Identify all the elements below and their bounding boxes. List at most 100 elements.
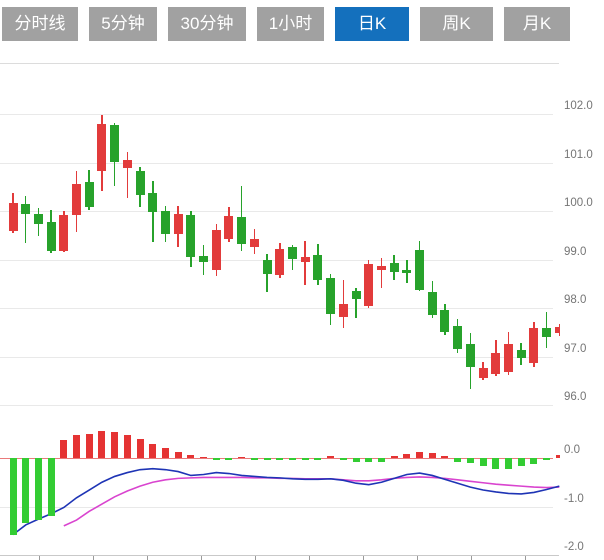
candle-body bbox=[338, 304, 348, 318]
macd-histogram-bar bbox=[263, 458, 271, 460]
macd-histogram-bar bbox=[212, 458, 220, 460]
candle-body bbox=[33, 214, 43, 225]
candle-body bbox=[135, 170, 145, 196]
candle-body bbox=[199, 255, 209, 262]
macd-histogram-bar bbox=[60, 439, 68, 458]
candle-body bbox=[46, 221, 56, 251]
candle-body bbox=[288, 247, 297, 259]
macd-histogram-bar bbox=[441, 455, 449, 458]
candle-body bbox=[186, 214, 196, 258]
candle-wick bbox=[380, 258, 383, 288]
candle-body bbox=[275, 249, 285, 276]
macd-histogram-bar bbox=[479, 458, 487, 467]
tab-1hour[interactable]: 1小时 bbox=[257, 7, 324, 41]
macd-histogram-bar bbox=[22, 458, 30, 523]
macd-histogram-bar bbox=[200, 456, 208, 459]
candle-body bbox=[326, 278, 336, 314]
tab-daily-k[interactable]: 日K bbox=[335, 7, 409, 41]
tab-time-share[interactable]: 分时线 bbox=[2, 7, 78, 41]
candle-body bbox=[224, 215, 234, 240]
candle-body bbox=[72, 183, 82, 215]
macd-histogram-bar bbox=[161, 448, 169, 458]
candle-body bbox=[211, 230, 221, 271]
macd-histogram-bar bbox=[352, 458, 360, 463]
x-tick bbox=[147, 556, 148, 560]
macd-histogram-bar bbox=[504, 458, 512, 470]
macd-histogram-bar bbox=[85, 433, 93, 458]
candle-body bbox=[59, 214, 69, 251]
macd-histogram-bar bbox=[416, 451, 424, 458]
gridline bbox=[0, 308, 553, 309]
y-label-102: 102.0 bbox=[564, 100, 593, 112]
x-tick bbox=[471, 556, 472, 560]
gridline bbox=[0, 405, 553, 406]
candle-body bbox=[84, 181, 94, 208]
main-chart[interactable] bbox=[0, 0, 560, 559]
dif-line bbox=[12, 467, 560, 536]
macd-histogram-bar bbox=[187, 455, 195, 458]
y-label-m1: -1.0 bbox=[564, 492, 584, 505]
candle-wick bbox=[304, 241, 306, 285]
candle-body bbox=[465, 344, 475, 368]
candle-wick bbox=[24, 195, 27, 243]
y-label-99: 99.0 bbox=[564, 245, 587, 258]
tab-weekly-k[interactable]: 周K bbox=[420, 7, 493, 41]
macd-histogram-bar bbox=[390, 455, 398, 458]
candle-body bbox=[148, 192, 158, 213]
candle-body bbox=[21, 203, 31, 215]
x-tick bbox=[417, 556, 418, 560]
candle-body bbox=[249, 239, 259, 248]
candle-body bbox=[542, 328, 552, 337]
gridline bbox=[0, 356, 553, 358]
candle-body bbox=[122, 160, 132, 169]
tab-5min[interactable]: 5分钟 bbox=[89, 7, 157, 41]
candle-body bbox=[376, 266, 386, 271]
candle-body bbox=[364, 264, 374, 307]
candle-body bbox=[440, 310, 450, 333]
candle-body bbox=[173, 213, 183, 234]
macd-histogram-bar bbox=[428, 452, 436, 458]
macd-lines bbox=[12, 467, 560, 536]
candle-body bbox=[503, 344, 513, 373]
candle-wick bbox=[355, 287, 357, 318]
x-tick bbox=[201, 556, 202, 560]
macd-histogram-bar bbox=[111, 432, 119, 458]
macd-histogram-bar bbox=[327, 455, 335, 458]
macd-histogram-bar bbox=[136, 438, 144, 458]
macd-histogram-bar bbox=[47, 458, 55, 517]
y-label-m2: -2.0 bbox=[564, 541, 584, 553]
macd-histogram-bar bbox=[301, 458, 309, 461]
candle-body bbox=[478, 367, 488, 378]
candle-body bbox=[160, 210, 170, 234]
macd-histogram-bar bbox=[555, 454, 560, 458]
candle-body bbox=[8, 202, 18, 232]
candle-body bbox=[491, 352, 501, 375]
x-tick bbox=[93, 556, 94, 560]
macd-histogram-bar bbox=[530, 458, 538, 464]
macd-histogram-bar bbox=[276, 458, 284, 461]
macd-histogram-bar bbox=[339, 458, 347, 460]
macd-histogram-bar bbox=[9, 458, 17, 535]
x-tick bbox=[309, 556, 310, 560]
candle-body bbox=[427, 291, 437, 315]
candle-body bbox=[554, 327, 560, 334]
candle-body bbox=[237, 217, 247, 244]
candle-body bbox=[262, 259, 272, 274]
tab-30min[interactable]: 30分钟 bbox=[168, 7, 246, 41]
macd-histogram-bar bbox=[543, 458, 551, 461]
candle-body bbox=[453, 326, 463, 350]
macd-histogram-bar bbox=[149, 443, 157, 458]
macd-histogram-bar bbox=[73, 434, 81, 458]
macd-histogram-bar bbox=[517, 458, 525, 466]
macd-histogram-bar bbox=[365, 458, 373, 463]
candle-body bbox=[402, 270, 412, 274]
candle-body bbox=[415, 249, 425, 291]
candle-wick bbox=[126, 151, 129, 198]
tab-monthly-k[interactable]: 月K bbox=[504, 7, 570, 41]
macd-histogram-bar bbox=[123, 434, 131, 458]
timeframe-tabs: 分时线 5分钟 30分钟 1小时 日K 周K 月K bbox=[2, 7, 570, 41]
candle-body bbox=[351, 291, 361, 300]
macd-histogram-bar bbox=[377, 458, 385, 463]
dea-line bbox=[63, 476, 560, 527]
macd-histogram-bar bbox=[34, 458, 42, 520]
